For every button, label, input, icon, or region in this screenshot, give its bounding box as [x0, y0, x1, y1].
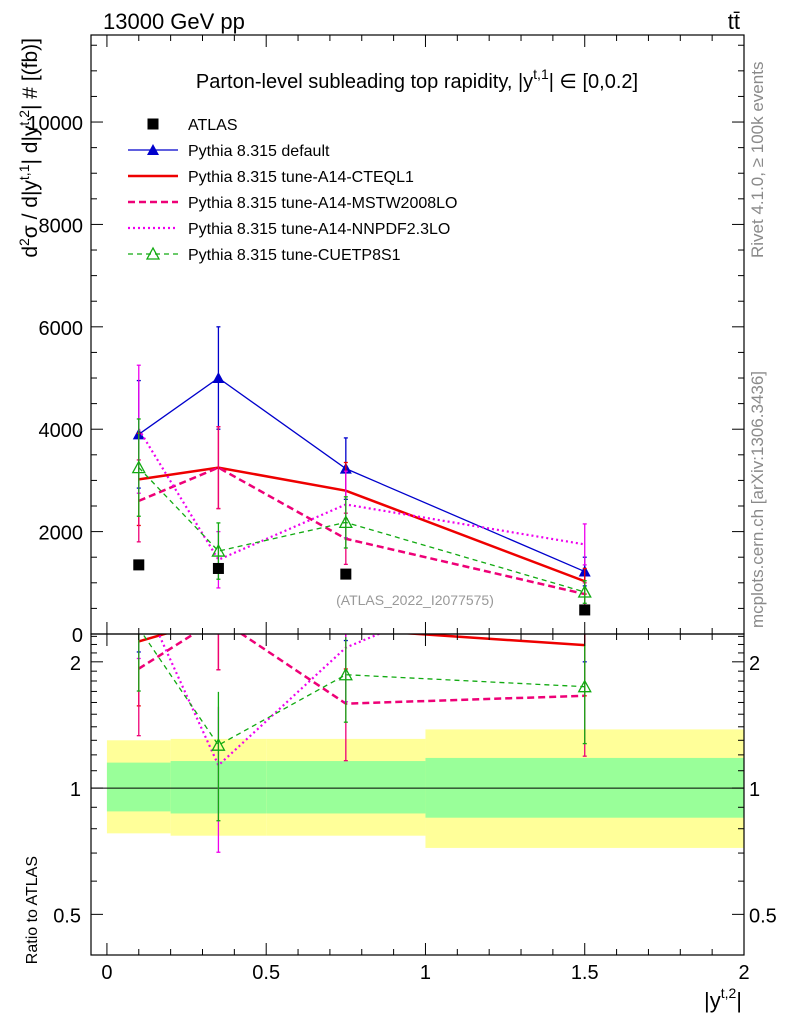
legend-label-3: Pythia 8.315 tune-A14-NNPDF2.3LO [188, 221, 450, 238]
y-tick-label: 0 [72, 625, 83, 647]
series-4-ratio-line [142, 634, 585, 747]
rivet-version-label: Rivet 4.1.0, ≥ 100k events [748, 62, 767, 258]
ratio-tick-label-left: 0.5 [53, 905, 81, 927]
series-4-ratio-point [577, 679, 592, 693]
x-axis-label: |yt,2| [704, 985, 742, 1013]
y-tick-label: 8000 [39, 215, 84, 237]
series-4-point [338, 515, 353, 529]
series-3-line [137, 428, 585, 562]
ratio-panel-frame [90, 633, 745, 956]
series-4-point [577, 584, 592, 598]
y-label-part-3: | d|y [19, 125, 42, 164]
series-4-point [131, 460, 146, 474]
legend-label-0: Pythia 8.315 default [188, 143, 330, 160]
chart-title-superscript: t,1 [533, 66, 549, 82]
atlas-data-point [340, 568, 352, 580]
series-4-ratio-point [338, 667, 353, 681]
series-0-line [138, 377, 585, 573]
chart-title-part-1: Parton-level subleading top rapidity, |y [196, 71, 533, 93]
y-label-part-2: σ / d|y [19, 180, 42, 239]
x-tick-label: 1 [420, 962, 431, 984]
series-0-ratio-point [133, 589, 145, 600]
y-label-sup-3: t,2 [16, 110, 32, 126]
ratio-band-inner [106, 762, 171, 812]
series-2-ratio-line [138, 634, 585, 705]
legend-label-4: Pythia 8.315 tune-CUETP8S1 [188, 247, 401, 264]
y-axis-label: d2σ / d|yt,1| d|yt,2| # [(fb)] [16, 38, 42, 258]
y-label-part-4: | # [(fb)] [19, 38, 42, 110]
ratio-band-inner [266, 761, 426, 814]
series-4-ratio-point [211, 737, 226, 751]
atlas-data-point [133, 559, 145, 571]
legend-label-2: Pythia 8.315 tune-A14-MSTW2008LO [188, 195, 457, 212]
analysis-watermark: (ATLAS_2022_I2077575) [336, 592, 494, 608]
x-tick-label: 0.5 [252, 962, 280, 984]
ratio-y-axis-label: Ratio to ATLAS [24, 856, 41, 964]
ratio-axis-ticks: 0.5 0.5 1 1 2 2 0 0.5 1 1.5 2 [53, 634, 777, 984]
header-process-label: 13000 GeV pp [103, 9, 245, 34]
y-label-sup-2: t,1 [16, 164, 32, 180]
series-3-ratio-line [157, 634, 382, 768]
y-tick-label: 6000 [39, 318, 84, 340]
mcplots-label: mcplots.cern.ch [arXiv:1306.3436] [748, 371, 767, 628]
x-label-part-1: |y [704, 988, 721, 1013]
ratio-panel: 0.5 0.5 1 1 2 2 0 0.5 1 1.5 2 Ratio to ATLAS |yt,2… [24, 589, 777, 1013]
series-0-point [212, 372, 225, 384]
header-final-state-label: tt̄ [728, 9, 740, 34]
legend-marker-4 [145, 246, 161, 260]
main-axis-ticks: 0 2000 4000 6000 8000 10000 [27, 35, 745, 647]
y-label-sup-1: 2 [16, 238, 32, 246]
ratio-tick-label-right: 2 [749, 653, 760, 675]
atlas-data-point [212, 562, 224, 574]
series-2-line [138, 466, 586, 596]
legend-atlas-label: ATLAS [188, 117, 238, 134]
x-tick-label: 1.5 [571, 962, 599, 984]
main-plot-data [131, 326, 592, 616]
atlas-data-point [579, 604, 591, 616]
ratio-plot-data [91, 589, 744, 853]
legend: ATLAS Pythia 8.315 default Pythia 8.315 tu… [128, 117, 457, 264]
y-label-part-1: d [19, 246, 42, 258]
ratio-tick-label-right: 0.5 [749, 905, 777, 927]
y-tick-label: 4000 [39, 420, 84, 442]
ratio-tick-label-left: 1 [70, 779, 81, 801]
legend-label-1: Pythia 8.315 tune-A14-CTEQL1 [188, 169, 414, 186]
ratio-tick-label-left: 2 [70, 653, 81, 675]
series-1-ratio-line [138, 634, 585, 647]
x-label-sup: t,2 [721, 985, 737, 1001]
legend-atlas-marker [147, 118, 159, 130]
y-tick-label: 2000 [39, 523, 84, 545]
chart-title: Parton-level subleading top rapidity, |y… [196, 66, 638, 93]
y-tick-label: 10000 [27, 113, 83, 135]
series-4-point [211, 543, 226, 557]
series-1-line [138, 466, 586, 583]
x-tick-label: 2 [738, 962, 749, 984]
legend-marker-0 [147, 144, 159, 155]
chart-title-part-2: | ∈ [0,0.2] [549, 71, 638, 93]
x-tick-label: 0 [101, 962, 112, 984]
series-4-line [138, 467, 585, 593]
x-label-part-2: | [736, 988, 742, 1013]
ratio-tick-label-right: 1 [749, 779, 760, 801]
main-panel: 0 2000 4000 6000 8000 10000 Parton-level subl… [16, 34, 745, 647]
